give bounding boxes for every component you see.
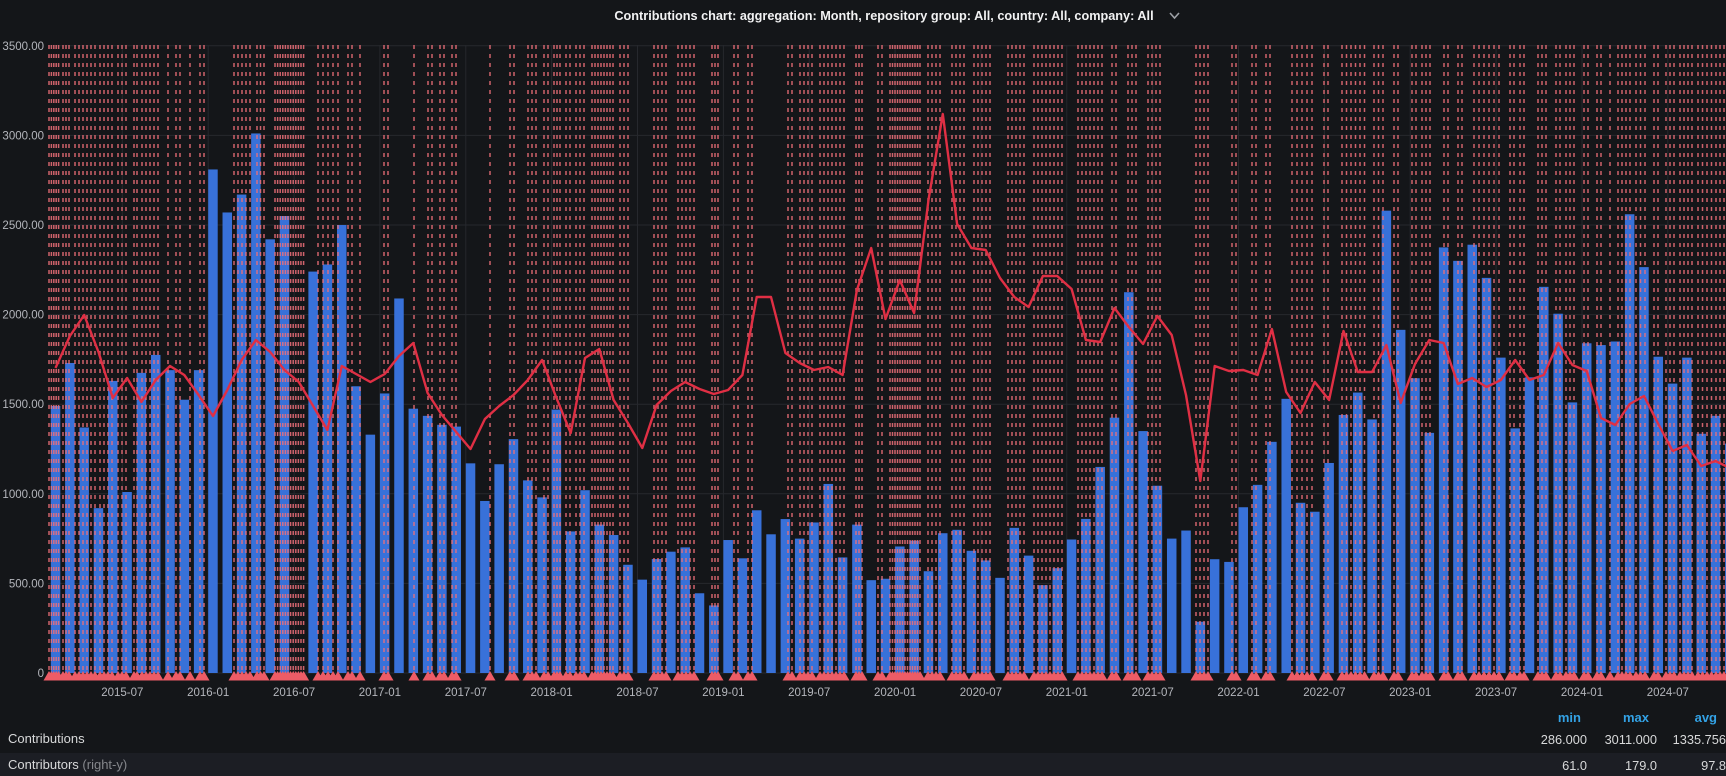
svg-text:max: max (1623, 710, 1650, 725)
svg-text:2024-01: 2024-01 (1561, 687, 1603, 699)
svg-text:Contributions: Contributions (8, 731, 85, 746)
svg-text:2016-01: 2016-01 (187, 687, 229, 699)
svg-text:2018-01: 2018-01 (530, 687, 572, 699)
svg-text:2017-01: 2017-01 (359, 687, 401, 699)
svg-text:min: min (1558, 710, 1581, 725)
svg-text:3011.000: 3011.000 (1605, 732, 1657, 747)
svg-text:2500.00: 2500.00 (2, 220, 44, 232)
svg-text:3500.00: 3500.00 (2, 41, 44, 53)
svg-text:500.00: 500.00 (9, 578, 44, 590)
svg-text:0: 0 (38, 668, 44, 680)
svg-text:179.0: 179.0 (1625, 758, 1657, 773)
svg-text:286.000: 286.000 (1541, 732, 1587, 747)
svg-text:97.8: 97.8 (1701, 758, 1726, 773)
svg-text:1335.756: 1335.756 (1673, 732, 1726, 747)
svg-text:2022-07: 2022-07 (1303, 687, 1345, 699)
svg-text:2019-07: 2019-07 (788, 687, 830, 699)
svg-text:Contributions chart: aggregati: Contributions chart: aggregation: Month,… (614, 9, 1153, 23)
svg-text:1000.00: 1000.00 (2, 489, 44, 501)
svg-text:2023-07: 2023-07 (1475, 687, 1517, 699)
svg-text:2020-01: 2020-01 (874, 687, 916, 699)
svg-text:2017-07: 2017-07 (445, 687, 487, 699)
svg-text:2022-01: 2022-01 (1217, 687, 1259, 699)
svg-text:2021-07: 2021-07 (1132, 687, 1174, 699)
svg-text:2024-07: 2024-07 (1647, 687, 1689, 699)
svg-text:2018-07: 2018-07 (616, 687, 658, 699)
svg-text:2019-01: 2019-01 (702, 687, 744, 699)
svg-text:2000.00: 2000.00 (2, 310, 44, 322)
svg-text:2023-01: 2023-01 (1389, 687, 1431, 699)
svg-text:2021-01: 2021-01 (1046, 687, 1088, 699)
svg-text:2015-07: 2015-07 (101, 687, 143, 699)
svg-text:3000.00: 3000.00 (2, 130, 44, 142)
svg-text:2016-07: 2016-07 (273, 687, 315, 699)
svg-text:avg: avg (1695, 710, 1717, 725)
svg-text:61.0: 61.0 (1562, 758, 1587, 773)
svg-text:1500.00: 1500.00 (2, 399, 44, 411)
svg-text:Contributors (right-y): Contributors (right-y) (8, 757, 127, 772)
svg-text:2020-07: 2020-07 (960, 687, 1002, 699)
